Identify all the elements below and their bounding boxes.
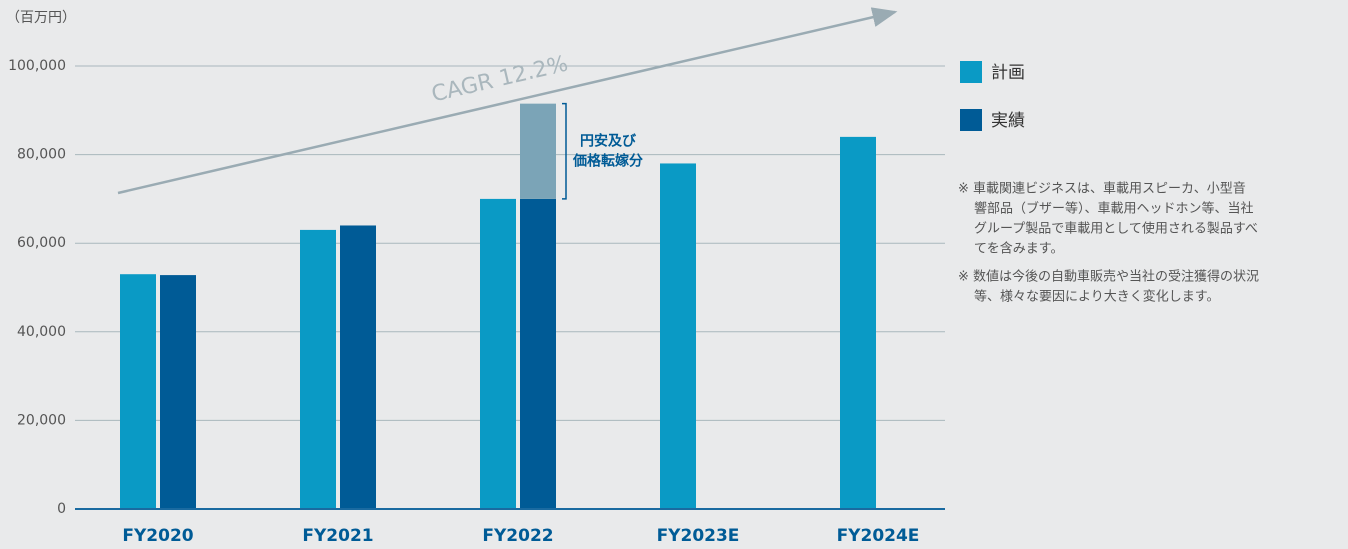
legend-label: 計画 [991, 63, 1025, 83]
y-tick-label: 80,000 [17, 147, 66, 163]
bar [840, 136, 876, 509]
x-tick-label: FY2021 [302, 526, 373, 546]
stacked-segment [520, 103, 556, 199]
x-tick-label: FY2024E [837, 526, 920, 546]
legend-swatch [960, 61, 982, 83]
segment-label: 円安及び [580, 132, 637, 149]
segment-label: 価格転嫁分 [572, 152, 643, 169]
y-tick-label: 0 [57, 501, 66, 517]
note-line: ※ 数値は今後の自動車販売や当社の受注獲得の状況 [958, 269, 1259, 285]
trend-label: CAGR 12.2% [429, 52, 570, 108]
bar [340, 225, 376, 510]
bar [300, 229, 336, 509]
x-tick-label: FY2022 [482, 526, 553, 546]
bar [660, 163, 696, 509]
x-tick-label: FY2020 [122, 526, 193, 546]
note-line: てを含みます。 [974, 241, 1063, 257]
bar [160, 275, 196, 509]
x-tick-label: FY2023E [657, 526, 740, 546]
y-tick-label: 40,000 [17, 324, 66, 340]
note-line: 等、様々な要因により大きく変化します。 [974, 289, 1219, 305]
note-line: グループ製品で車載用として使用される製品すべ [974, 221, 1258, 237]
note-line: 響部品（ブザー等）、車載用ヘッドホン等、当社 [974, 201, 1254, 217]
note-line: ※ 車載関連ビジネスは、車載用スピーカ、小型音 [958, 181, 1246, 197]
y-tick-label: 60,000 [17, 235, 66, 251]
y-tick-label: 100,000 [8, 58, 66, 74]
unit-label: （百万円） [6, 10, 76, 26]
legend-swatch [960, 109, 982, 131]
bracket [562, 102, 567, 200]
bar [480, 198, 516, 509]
bar [520, 198, 556, 509]
y-tick-label: 20,000 [17, 412, 66, 428]
bar [120, 274, 156, 509]
trend-arrow [117, 7, 898, 195]
legend-label: 実績 [991, 111, 1025, 131]
